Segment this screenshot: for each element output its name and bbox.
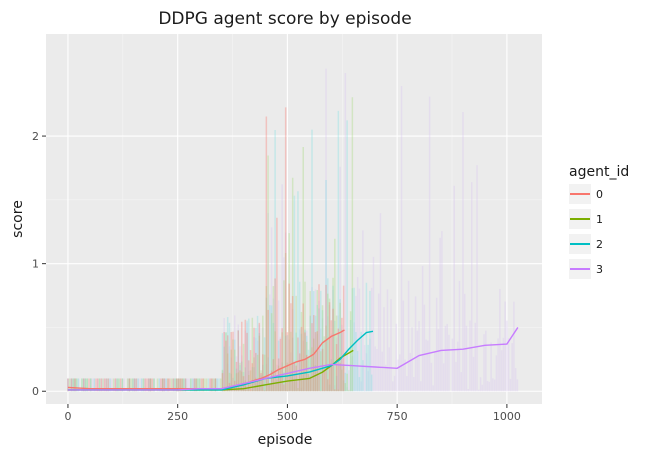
major-gridlines <box>46 34 542 404</box>
legend: agent_id 0 1 2 3 <box>569 164 629 279</box>
minor-gridlines <box>46 34 542 404</box>
legend-label: 3 <box>596 263 603 276</box>
smoothed-score-lines <box>67 327 519 391</box>
y-tick-label: 1 <box>32 258 39 271</box>
legend-label: 0 <box>596 188 603 201</box>
y-tick-label: 0 <box>32 385 39 398</box>
x-tick-label: 500 <box>277 410 298 423</box>
x-tick-label: 750 <box>387 410 408 423</box>
chart-title: DDPG agent score by episode <box>158 9 411 29</box>
y-axis-ticks: 0 1 2 <box>32 130 46 398</box>
x-tick-label: 250 <box>167 410 188 423</box>
y-axis-title: score <box>10 200 26 238</box>
series-line-agent-3 <box>67 327 519 391</box>
plot-panel <box>46 34 542 404</box>
y-tick-label: 2 <box>32 130 39 143</box>
x-axis-ticks: 0 250 500 750 1000 <box>64 404 521 423</box>
x-tick-label: 1000 <box>493 410 521 423</box>
x-tick-label: 0 <box>64 410 71 423</box>
legend-label: 2 <box>596 238 603 251</box>
legend-label: 1 <box>596 213 603 226</box>
legend-title: agent_id <box>569 164 629 180</box>
x-axis-title: episode <box>258 432 313 448</box>
series-line-agent-0 <box>67 329 345 390</box>
